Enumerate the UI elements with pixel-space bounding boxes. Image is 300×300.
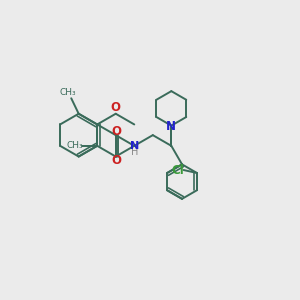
Text: H: H — [131, 147, 139, 158]
Text: CH₃: CH₃ — [67, 141, 83, 150]
Text: O: O — [111, 154, 121, 166]
Text: O: O — [111, 125, 121, 138]
Text: Cl: Cl — [171, 164, 184, 176]
Text: N: N — [166, 120, 176, 133]
Text: O: O — [111, 101, 121, 114]
Text: N: N — [130, 141, 140, 151]
Text: CH₃: CH₃ — [60, 88, 76, 97]
